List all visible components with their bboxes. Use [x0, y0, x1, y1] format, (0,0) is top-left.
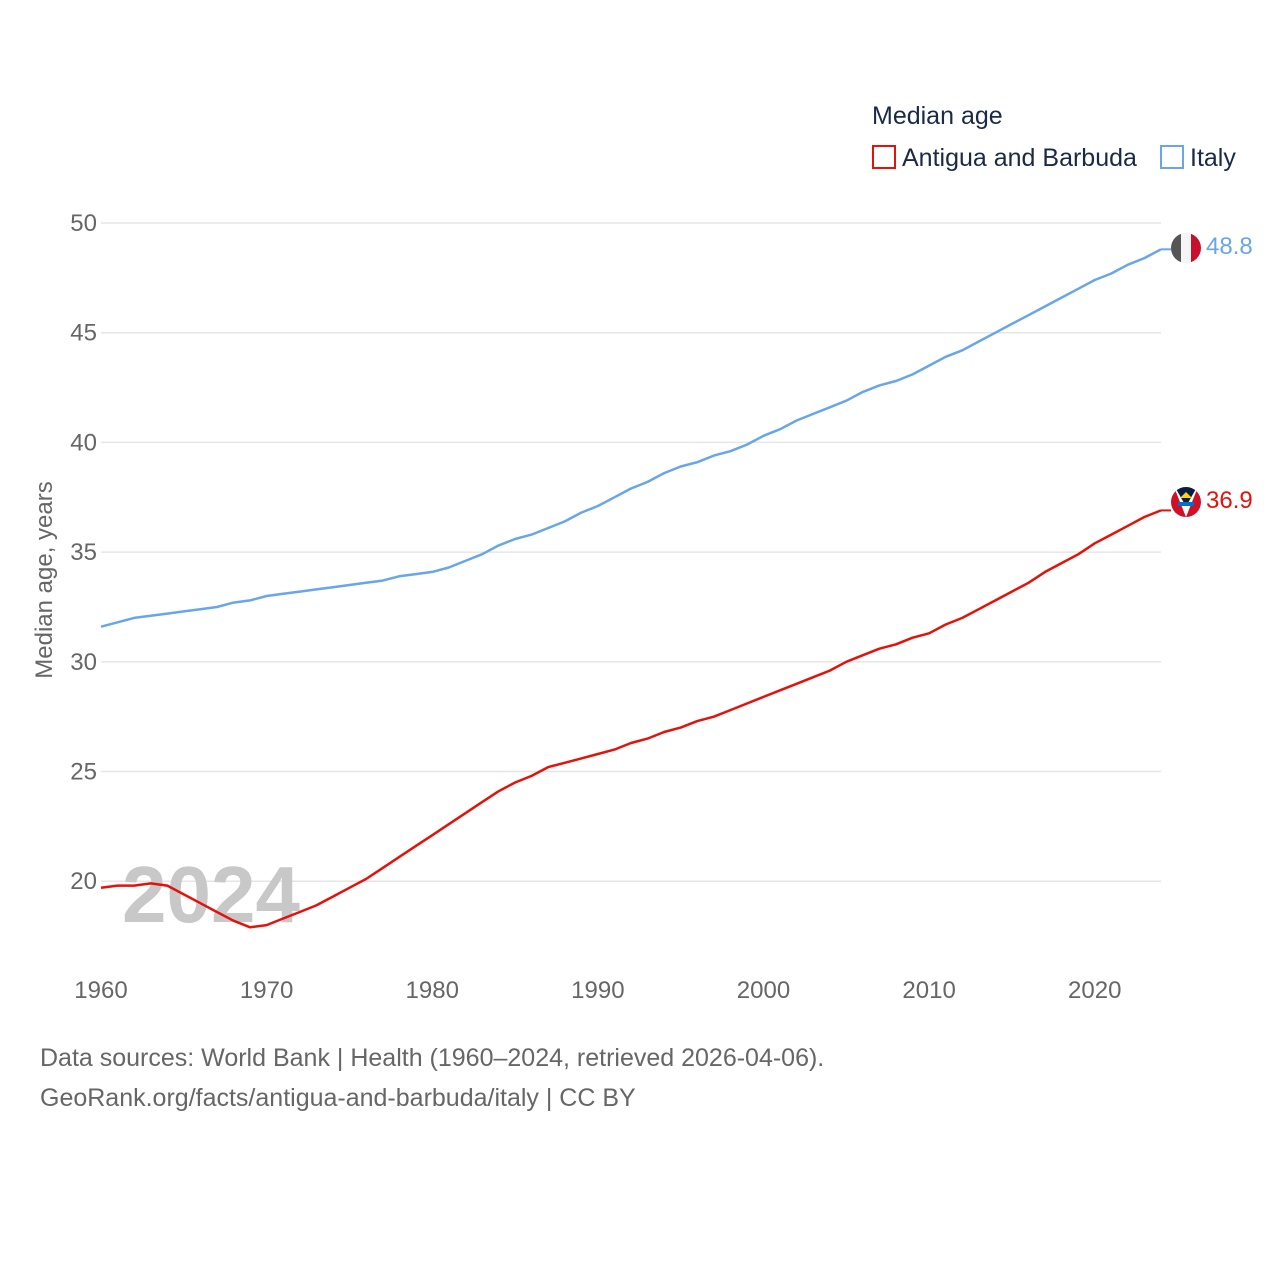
x-tick-2010: 2010: [902, 977, 955, 1004]
x-tick-1990: 1990: [571, 977, 624, 1004]
legend-label-antigua[interactable]: Antigua and Barbuda: [902, 144, 1137, 172]
y-tick-35: 35: [70, 539, 97, 566]
series-line-antigua[interactable]: [100, 509, 1162, 929]
x-tick-1980: 1980: [406, 977, 459, 1004]
end-value-italy: 48.8: [1206, 233, 1253, 260]
y-axis-label: Median age, years: [31, 481, 58, 678]
legend-title: Median age: [872, 102, 1003, 130]
legend-label-italy[interactable]: Italy: [1190, 144, 1236, 172]
series-lines: [100, 248, 1171, 929]
y-tick-30: 30: [70, 649, 97, 676]
y-tick-45: 45: [70, 320, 97, 347]
x-tick-1960: 1960: [74, 977, 127, 1004]
y-tick-50: 50: [70, 210, 97, 237]
legend-swatch-italy[interactable]: [1160, 145, 1184, 169]
y-tick-25: 25: [70, 759, 97, 786]
legend-swatch-antigua[interactable]: [872, 145, 896, 169]
x-tick-2020: 2020: [1068, 977, 1121, 1004]
y-tick-40: 40: [70, 429, 97, 456]
x-tick-1970: 1970: [240, 977, 293, 1004]
y-tick-20: 20: [70, 868, 97, 895]
series-line-italy[interactable]: [100, 248, 1162, 628]
x-tick-2000: 2000: [737, 977, 790, 1004]
italy-flag-icon: [1171, 233, 1201, 263]
year-watermark: 2024: [122, 850, 300, 939]
antigua-flag-icon: [1171, 487, 1201, 517]
end-value-antigua: 36.9: [1206, 487, 1253, 514]
y-tick-labels: 20 25 30 35 40 45 50: [70, 210, 97, 895]
grid-lines: [101, 222, 1161, 882]
source-line-2[interactable]: GeoRank.org/facts/antigua-and-barbuda/it…: [40, 1084, 636, 1112]
x-tick-labels: 1960 1970 1980 1990 2000 2010 2020: [74, 977, 1121, 1004]
source-line-1: Data sources: World Bank | Health (1960–…: [40, 1044, 825, 1072]
